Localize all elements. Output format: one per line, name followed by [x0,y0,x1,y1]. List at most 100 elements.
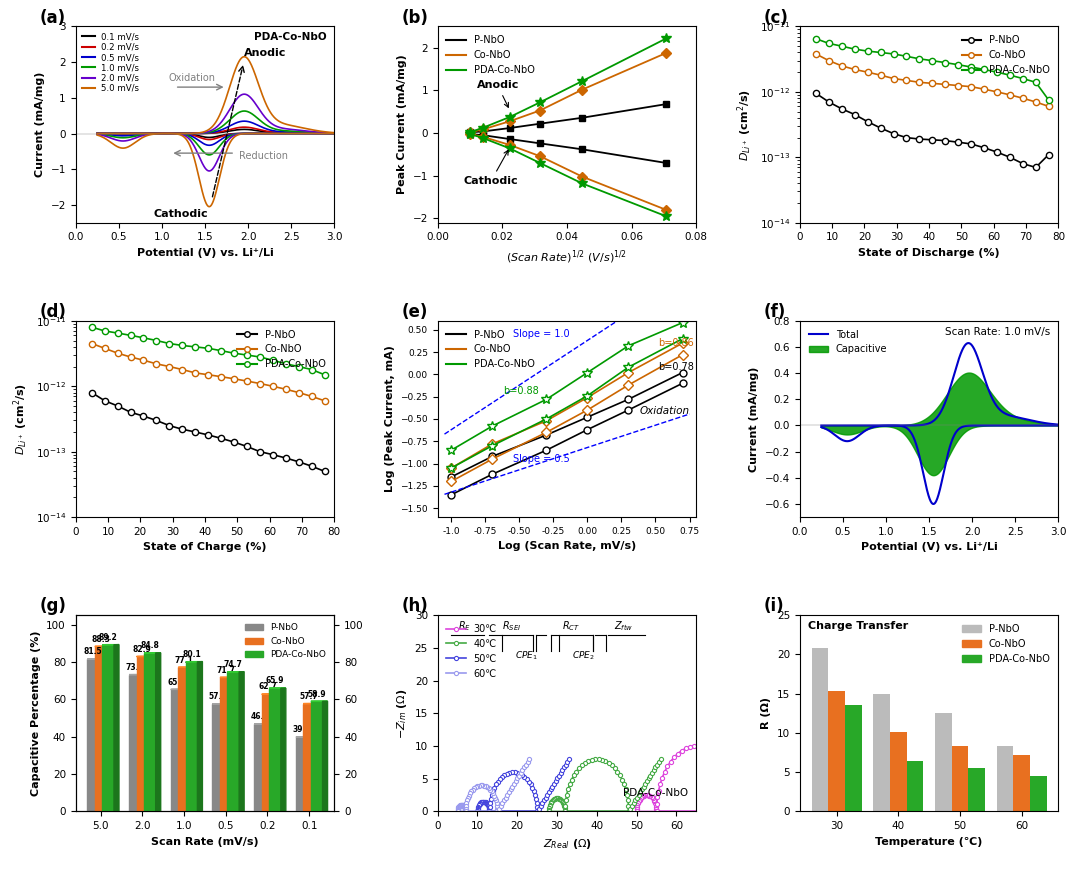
40℃ [624,804,637,814]
Bar [845,705,862,811]
60℃ [496,798,509,809]
Polygon shape [156,653,161,811]
Bar [935,714,951,811]
Y-axis label: $D_{Li^+}$ (cm$^2$/s): $D_{Li^+}$ (cm$^2$/s) [735,88,754,161]
60℃ [510,776,523,787]
Polygon shape [273,694,279,811]
Text: Cathodic: Cathodic [153,209,207,220]
Polygon shape [225,704,229,811]
Text: 39.8: 39.8 [293,725,311,734]
50℃ [536,798,549,809]
Line: 40℃: 40℃ [546,757,663,813]
Text: 58.9: 58.9 [308,690,326,699]
50℃ [532,804,545,814]
Polygon shape [254,724,266,811]
Bar [906,761,923,811]
Text: 46.8: 46.8 [251,712,269,721]
Legend: P-NbO, Co-NbO, PDA-Co-NbO: P-NbO, Co-NbO, PDA-Co-NbO [443,32,539,78]
Line: 50℃: 50℃ [475,757,571,813]
Text: 89.2: 89.2 [98,633,118,642]
Legend: P-NbO, Co-NbO, PDA-Co-NbO: P-NbO, Co-NbO, PDA-Co-NbO [233,325,329,373]
30℃ [737,796,750,806]
Bar [890,732,906,811]
X-axis label: State of Discharge (%): State of Discharge (%) [859,248,1000,258]
Text: 73.2: 73.2 [125,663,145,672]
Bar [951,745,969,811]
Text: Cathodic: Cathodic [463,150,518,186]
Text: 81.5: 81.5 [84,647,103,656]
Bar [969,768,985,811]
Text: b=0.86: b=0.86 [658,338,694,348]
30℃ [650,806,663,817]
Polygon shape [261,694,273,811]
50℃ [541,789,554,800]
40℃ [640,776,653,787]
40℃ [627,798,640,809]
Polygon shape [103,645,114,811]
Polygon shape [308,737,312,811]
Text: (h): (h) [402,597,429,616]
Text: (b): (b) [402,9,429,26]
X-axis label: $(Scan\ Rate)^{1/2}$ $(V/s)^{1/2}$: $(Scan\ Rate)^{1/2}$ $(V/s)^{1/2}$ [507,248,627,265]
Text: Scan Rate: 1.0 mV/s: Scan Rate: 1.0 mV/s [945,326,1051,337]
Text: b=0.88: b=0.88 [503,386,539,396]
Text: 80.1: 80.1 [183,650,201,659]
Text: b=0.78: b=0.78 [658,362,694,372]
40℃ [654,754,667,765]
Polygon shape [311,701,323,811]
Text: (f): (f) [764,303,786,321]
Legend: 0.1 mV/s, 0.2 mV/s, 0.5 mV/s, 1.0 mV/s, 2.0 mV/s, 5.0 mV/s: 0.1 mV/s, 0.2 mV/s, 0.5 mV/s, 1.0 mV/s, … [80,31,141,94]
40℃ [556,797,569,808]
Bar [1030,776,1047,811]
Text: 57.7: 57.7 [300,691,319,701]
Polygon shape [231,677,237,811]
Polygon shape [99,659,104,811]
Legend: P-NbO, Co-NbO, PDA-Co-NbO: P-NbO, Co-NbO, PDA-Co-NbO [958,32,1053,78]
60℃ [458,802,471,812]
Text: Slope = 1.0: Slope = 1.0 [513,329,569,339]
Polygon shape [266,724,271,811]
Polygon shape [107,647,111,811]
Text: 65.3: 65.3 [167,677,186,686]
50℃ [538,796,551,806]
X-axis label: Potential (V) vs. Li⁺/Li: Potential (V) vs. Li⁺/Li [136,248,273,258]
Line: 30℃: 30℃ [635,744,770,813]
Text: 84.8: 84.8 [140,641,159,650]
X-axis label: Scan Rate (mV/s): Scan Rate (mV/s) [151,837,259,847]
Text: 82.9: 82.9 [133,645,151,654]
Bar [874,693,890,811]
Polygon shape [303,704,315,811]
Text: Anodic: Anodic [476,80,518,108]
50℃ [482,799,495,810]
40℃ [629,796,642,806]
60℃ [492,804,505,814]
Polygon shape [239,672,244,811]
30℃ [647,795,660,805]
Bar [997,745,1013,811]
Polygon shape [190,668,194,811]
Polygon shape [136,656,148,811]
Legend: P-NbO, Co-NbO, PDA-Co-NbO: P-NbO, Co-NbO, PDA-Co-NbO [958,620,1053,668]
X-axis label: Potential (V) vs. Li⁺/Li: Potential (V) vs. Li⁺/Li [861,542,998,552]
60℃ [459,806,472,817]
Polygon shape [315,704,320,811]
Polygon shape [140,675,146,811]
Polygon shape [95,647,107,811]
Bar [811,648,828,811]
Text: Anodic: Anodic [244,48,286,57]
X-axis label: Log (Scan Rate, mV/s): Log (Scan Rate, mV/s) [498,542,636,551]
30℃ [733,801,746,811]
Y-axis label: R (Ω): R (Ω) [761,698,771,729]
Y-axis label: $-Z_{im}$ ($\Omega$): $-Z_{im}$ ($\Omega$) [395,688,409,738]
30℃ [761,754,774,765]
Text: (d): (d) [39,303,66,321]
Text: (e): (e) [402,303,428,321]
Text: $R_E$: $R_E$ [458,619,471,632]
Text: (g): (g) [39,597,66,616]
Y-axis label: Log (Peak Current, mA): Log (Peak Current, mA) [384,346,395,492]
Text: Oxidation: Oxidation [639,407,689,416]
Text: (c): (c) [764,9,788,26]
Polygon shape [281,688,286,811]
Text: Oxidation: Oxidation [168,72,216,83]
Text: $CPE_1$: $CPE_1$ [515,649,538,662]
